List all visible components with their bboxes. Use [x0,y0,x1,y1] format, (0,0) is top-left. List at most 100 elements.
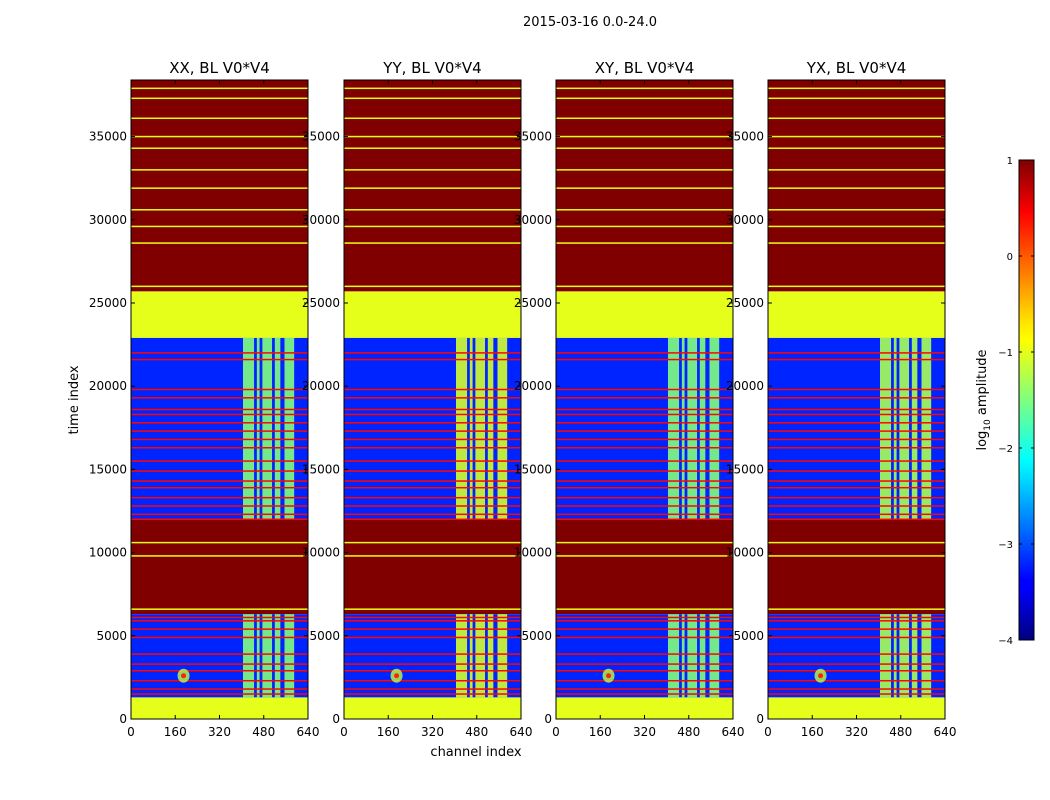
time-row [768,460,945,462]
time-row [768,413,945,416]
time-row [131,505,308,507]
time-row [768,397,945,399]
time-row [556,117,733,120]
time-row [344,486,521,489]
time-row [556,653,733,655]
x-tick-label: 640 [510,725,533,739]
time-row [131,352,308,354]
heatmap-region [556,697,733,719]
time-row [556,147,733,149]
panel-title: YX, BL V0*V4 [806,59,907,77]
time-row [344,285,521,288]
time-row [344,653,521,655]
rfi-band [284,337,295,520]
time-row [131,147,308,149]
rfi-band [709,614,720,698]
time-row [768,505,945,507]
time-row [768,447,945,449]
time-row [768,438,945,441]
colorbar-tick-label: −3 [998,540,1013,551]
x-tick-label: 480 [677,725,700,739]
rfi-feature [606,673,612,679]
time-row [131,358,308,361]
rfi-band [893,337,897,520]
heatmap-region [131,614,308,698]
time-row [344,147,521,149]
time-row [131,438,308,441]
time-row [131,496,308,499]
time-row [344,388,521,391]
y-tick-label: 35000 [89,130,127,144]
time-row [556,397,733,399]
figure-title: 2015-03-16 0.0-24.0 [523,15,657,30]
rfi-band [899,614,910,698]
y-tick-label: 5000 [309,629,340,643]
y-tick-label: 25000 [302,296,340,310]
rfi-feature [181,673,187,679]
y-tick-label: 30000 [89,213,127,227]
time-row [768,693,945,695]
time-row [344,242,521,244]
rfi-band [475,614,486,698]
x-tick-label: 320 [421,725,444,739]
panel: XX, BL V0*V4 0 160 320 480 640 0 5000 10000 15000… [89,59,320,739]
rfi-band [274,337,281,520]
time-row [556,518,733,521]
time-row [556,480,733,482]
rfi-band [880,337,892,520]
time-row [131,653,308,655]
time-row [344,358,521,361]
time-row [344,608,521,610]
x-tick-label: 640 [934,725,957,739]
rfi-band [893,614,897,698]
time-row [556,688,733,690]
time-row [344,422,521,424]
y-tick-label: 25000 [514,296,552,310]
time-row [556,225,733,228]
y-tick-label: 0 [756,712,764,726]
y-tick-label: 20000 [302,379,340,393]
time-row [344,352,521,354]
rfi-band [497,614,508,698]
time-row [131,413,308,416]
colorbar-tick-label: 0 [1007,252,1013,263]
y-tick-label: 0 [332,712,340,726]
x-tick-label: 640 [297,725,320,739]
time-row [556,408,733,411]
y-tick-label: 15000 [302,462,340,476]
rfi-band [456,614,468,698]
rfi-band [911,614,918,698]
time-row [131,620,308,622]
time-row [556,486,733,489]
time-row [344,663,521,665]
time-row [131,688,308,690]
rfi-band [487,614,494,698]
heatmap-region [556,291,733,338]
time-row [768,513,945,516]
y-tick-label: 10000 [726,546,764,560]
time-row [768,620,945,622]
time-row [556,209,733,211]
x-tick-label: 480 [465,725,488,739]
time-row [768,135,945,138]
time-row [131,693,308,695]
time-row [131,480,308,482]
y-tick-label: 0 [544,712,552,726]
time-row [556,352,733,354]
time-row [556,430,733,432]
time-row [131,135,308,138]
x-tick-label: 480 [889,725,912,739]
time-row [556,422,733,424]
x-tick-label: 0 [340,725,348,739]
x-tick-label: 0 [552,725,560,739]
time-row [131,422,308,424]
time-row [131,447,308,449]
time-row [768,663,945,665]
time-row [131,669,308,672]
time-row [131,555,308,557]
rfi-band [687,614,698,698]
time-row [344,187,521,189]
heatmap-region [344,519,521,615]
x-tick-label: 160 [377,725,400,739]
time-row [131,117,308,120]
